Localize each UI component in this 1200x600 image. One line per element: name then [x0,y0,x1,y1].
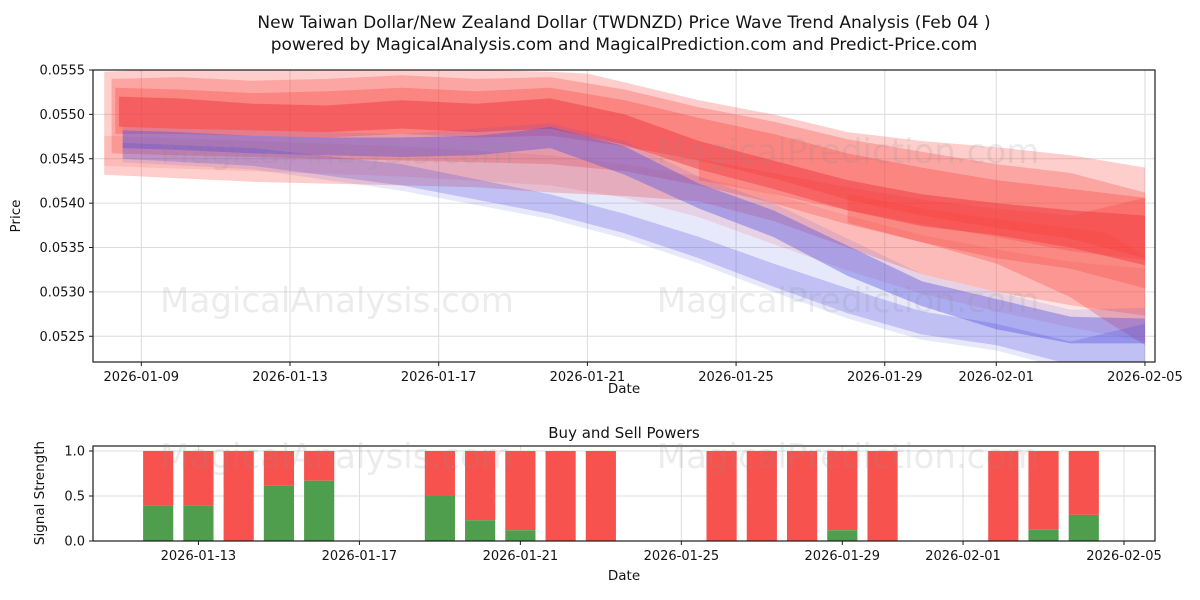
sell-bar-2026-01-26 [706,451,737,541]
sell-bar-2026-01-23 [585,451,616,541]
y-tick-label: 0.5 [64,490,85,505]
chart-title-line2: powered by MagicalAnalysis.com and Magic… [271,35,978,55]
buy-bar-2026-01-16 [304,480,335,541]
buy-bar-2026-01-15 [263,485,295,541]
price-y-axis-label: Price [8,200,24,233]
sell-bar-2026-01-27 [746,451,777,541]
watermark-analysis: MagicalAnalysis.com [160,132,514,172]
blue-wave-upper [122,126,1145,344]
x-tick-label: 2026-01-09 [104,370,180,385]
red-wave-2 [111,75,1146,289]
watermark-prediction: MagicalPrediction.com [657,437,1040,477]
power-chart-title: Buy and Sell Powers [548,424,700,442]
sell-bar-2026-01-14 [223,451,254,541]
buy-bar-2026-01-29 [827,530,858,541]
sell-bar-2026-01-13 [183,451,214,506]
x-tick-label: 2026-01-25 [644,549,720,564]
red-wave-3 [115,87,1145,259]
chart-title-line1: New Taiwan Dollar/New Zealand Dollar (TW… [257,13,990,33]
power-plot-border [92,445,1156,542]
buy-bar-2026-01-20 [465,520,496,541]
x-tick-label: 2026-02-05 [1107,370,1183,385]
price-plot-border [92,69,1156,363]
y-tick-label: 0.0530 [40,285,86,300]
sell-bar-2026-01-28 [786,451,818,541]
y-tick-label: 1.0 [64,445,85,460]
buy-bar-2026-01-21 [505,530,536,541]
x-tick-label: 2026-01-17 [322,549,398,564]
y-tick-label: 0.0535 [40,241,86,256]
x-tick-label: 2026-01-21 [550,370,626,385]
sell-bar-2026-01-19 [424,451,455,497]
x-tick-label: 2026-01-25 [698,370,774,385]
power-axis-ticks: 2026-01-13 2026-01-17 2026-01-21 2026-01-25… [64,445,1161,564]
power-y-axis-label: Signal Strength [32,441,48,545]
red-wave-end-band [698,158,1145,260]
buy-bar-2026-01-12 [143,505,174,541]
buy-sell-bars [143,451,1099,541]
sell-bar-2026-01-22 [545,451,576,541]
y-tick-label: 0.0540 [40,197,86,212]
sell-bar-2026-01-20 [465,451,496,521]
blue-wave-lower [122,142,1145,362]
y-tick-label: 0.0550 [40,108,86,123]
buy-bar-2026-01-19 [424,496,455,541]
buy-bar-2026-02-03 [1028,529,1059,541]
red-wave-outer [104,70,1145,316]
watermark-prediction: MagicalPrediction.com [657,132,1040,172]
watermark-prediction: MagicalPrediction.com [657,281,1040,321]
x-tick-label: 2026-01-29 [805,549,881,564]
sell-bar-2026-02-02 [988,451,1019,541]
y-tick-label: 0.0555 [40,64,86,79]
price-x-axis-label: Date [608,381,640,397]
sell-bar-2026-01-16 [304,451,335,481]
sell-bar-2026-02-03 [1028,451,1059,530]
buy-bar-2026-01-13 [183,505,214,541]
x-tick-label: 2026-02-05 [1086,549,1162,564]
x-tick-label: 2026-01-21 [483,549,559,564]
red-wave-pale-lower [104,135,1146,342]
sell-bar-2026-02-04 [1068,451,1099,515]
y-tick-label: 0.0 [64,535,85,550]
y-tick-label: 0.0545 [40,152,86,167]
watermarks: MagicalAnalysis.com MagicalPrediction.com… [160,132,1039,477]
red-wave-core [119,96,1145,266]
sell-bar-2026-01-30 [867,451,898,541]
watermark-analysis: MagicalAnalysis.com [160,281,514,321]
y-tick-label: 0.0525 [40,330,86,345]
x-tick-label: 2026-01-13 [252,370,328,385]
sell-bar-2026-01-15 [263,451,295,486]
sell-bar-2026-01-21 [505,451,536,531]
sell-bar-2026-01-12 [143,451,174,506]
buy-bar-2026-02-04 [1068,514,1099,541]
x-tick-label: 2026-02-01 [925,549,1001,564]
x-tick-label: 2026-01-29 [847,370,923,385]
price-chart-grid [93,69,1155,362]
x-tick-label: 2026-01-17 [401,370,477,385]
power-x-axis-label: Date [608,568,640,584]
watermark-analysis: MagicalAnalysis.com [160,437,514,477]
price-axis-ticks: 2026-01-09 2026-01-13 2026-01-17 2026-01-21… [40,64,1183,386]
x-tick-label: 2026-02-01 [958,370,1034,385]
red-wave-end-drop [847,194,1145,346]
blue-wave-faint [122,123,1145,362]
price-wave-bands [104,70,1146,362]
x-tick-label: 2026-01-13 [161,549,237,564]
sell-bar-2026-01-29 [827,451,858,531]
